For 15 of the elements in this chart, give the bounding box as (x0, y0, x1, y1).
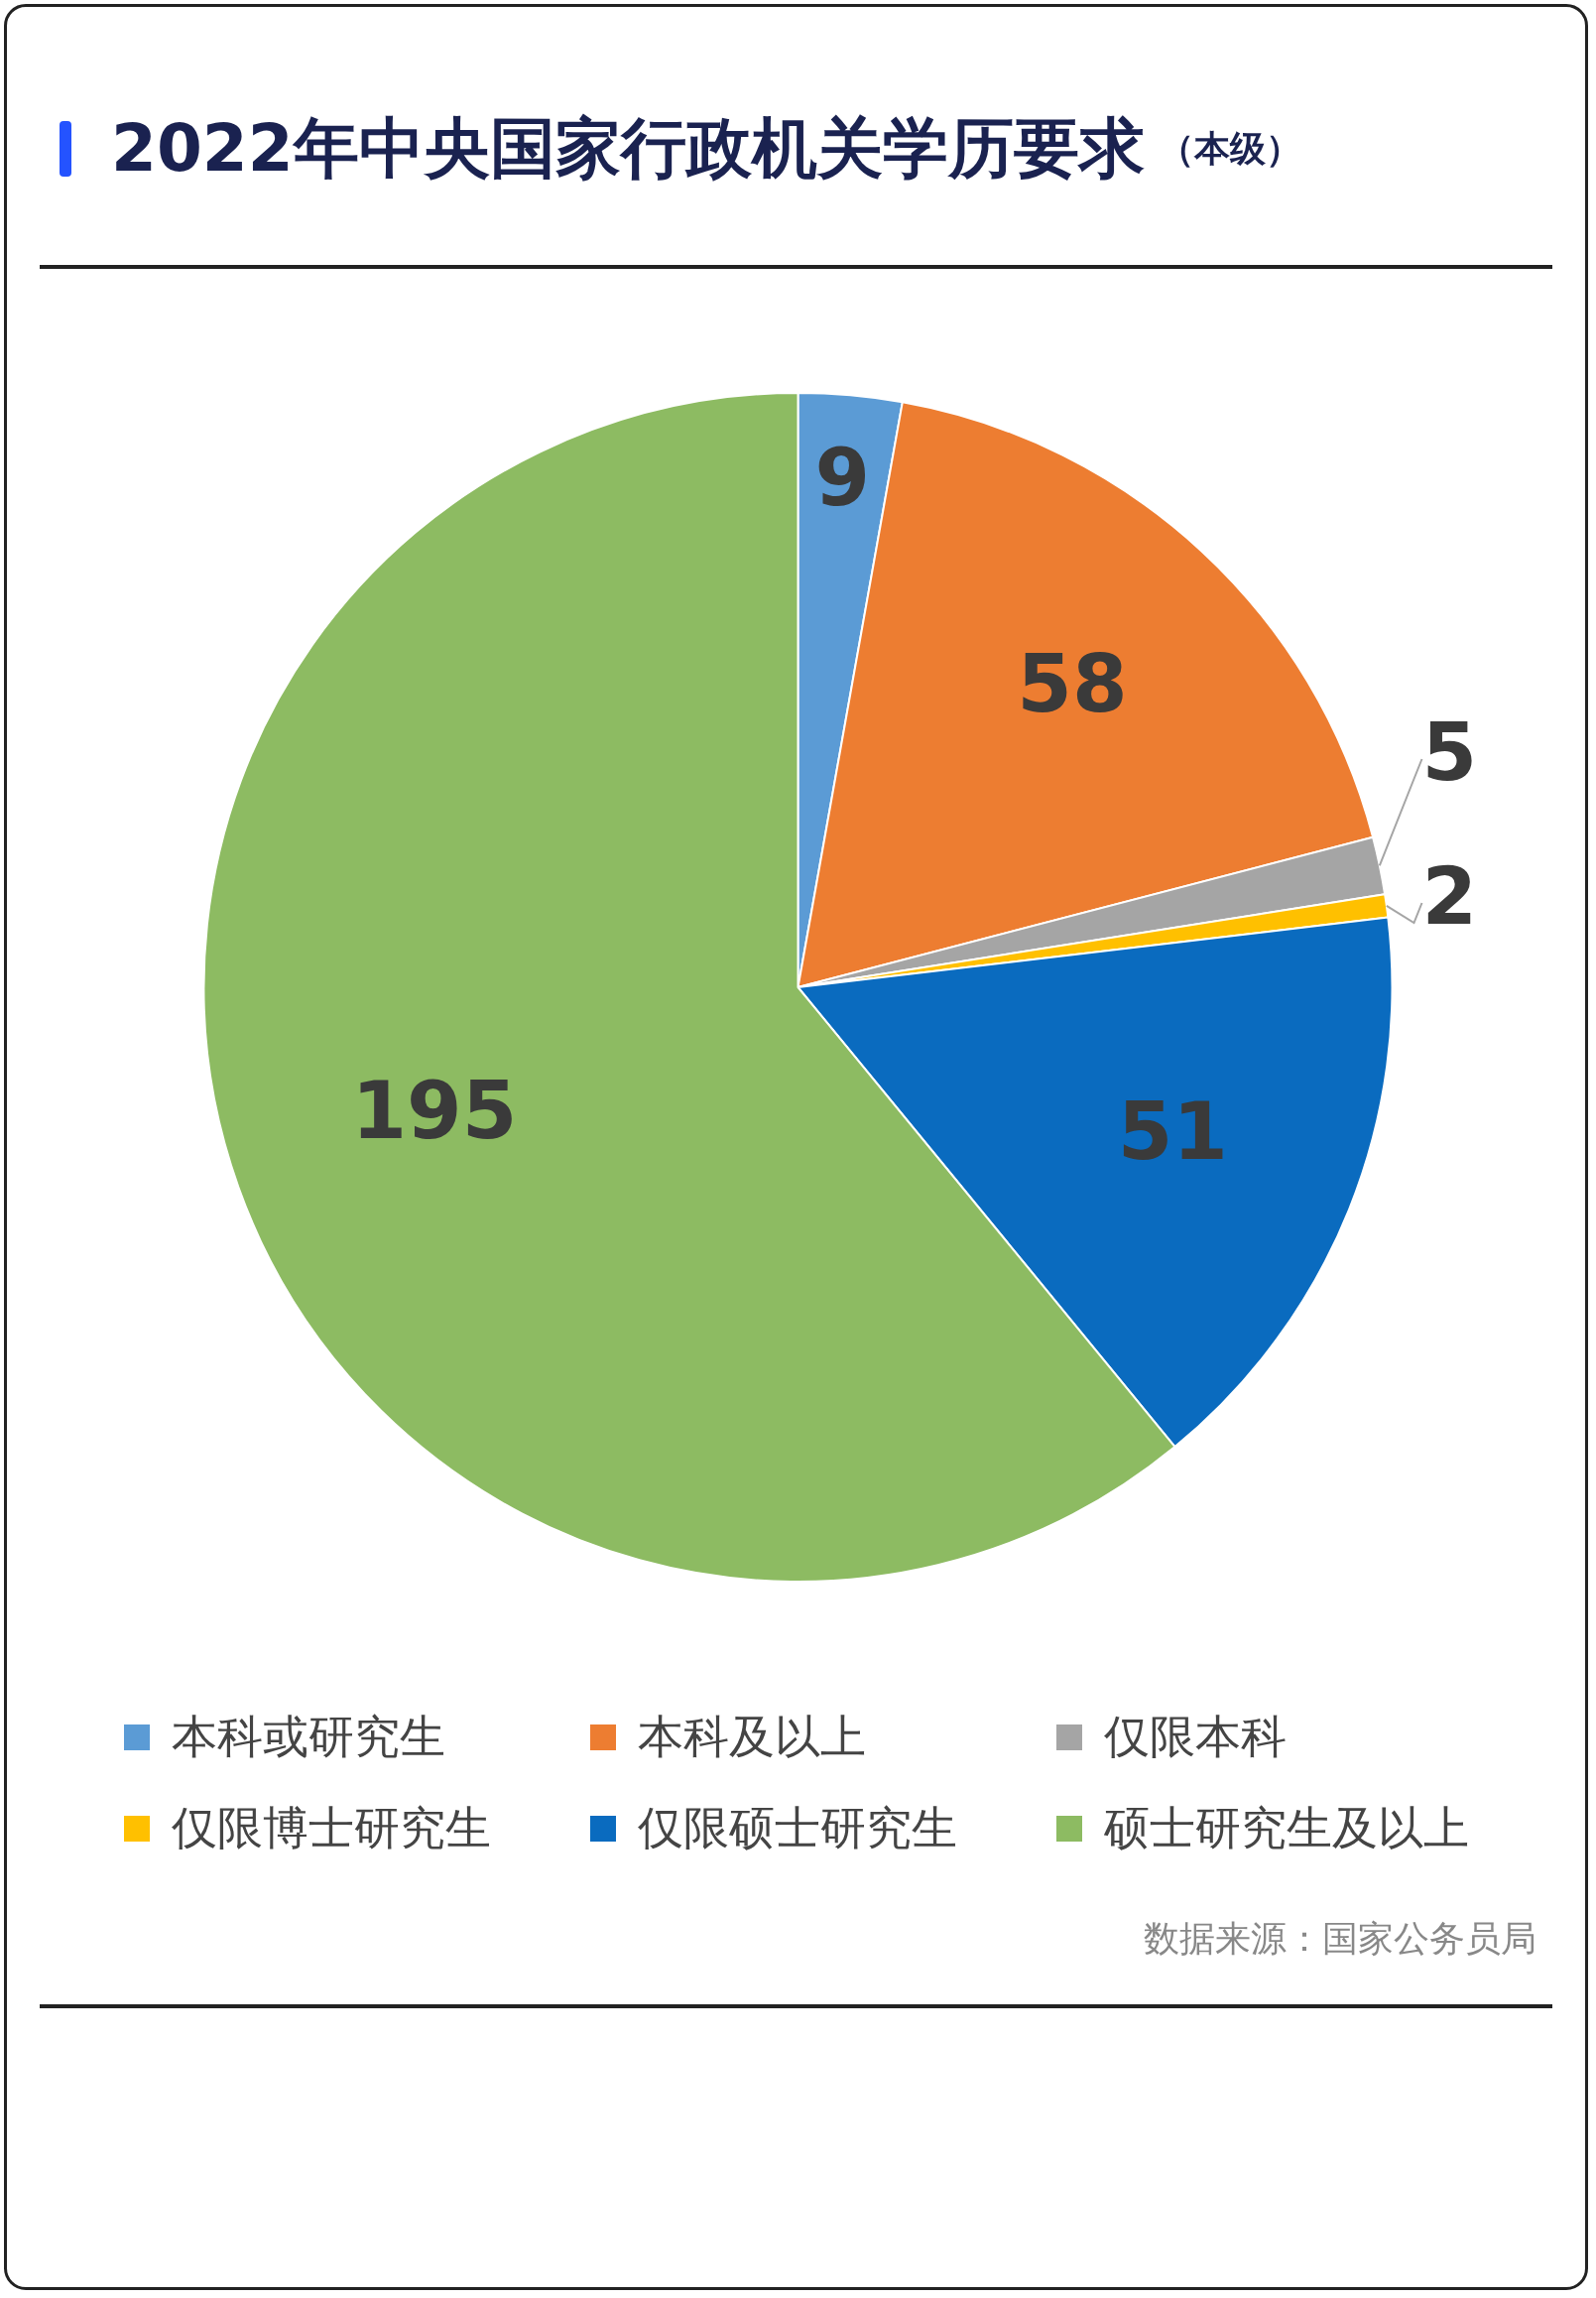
legend-label: 仅限本科 (1104, 1709, 1287, 1765)
data-label: 58 (1017, 637, 1128, 730)
data-label: 51 (1117, 1085, 1228, 1178)
chart-subtitle: （本级） (1158, 126, 1301, 171)
data-label: 5 (1421, 705, 1478, 799)
legend-label: 硕士研究生及以上 (1104, 1800, 1469, 1856)
chart-title: 2022年中央国家行政机关学历要求 (111, 109, 1145, 189)
legend-label: 本科及以上 (638, 1709, 866, 1765)
legend-label: 仅限博士研究生 (172, 1800, 491, 1856)
data-label: 9 (814, 431, 871, 524)
legend-label: 本科或研究生 (172, 1709, 445, 1765)
source-note: 数据来源：国家公务员局 (1144, 1917, 1536, 1961)
data-label: 2 (1421, 849, 1478, 943)
data-label: 195 (351, 1064, 518, 1157)
legend-label: 仅限硕士研究生 (638, 1800, 957, 1856)
